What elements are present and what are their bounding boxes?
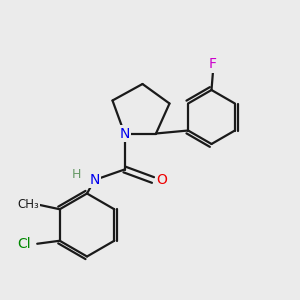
Text: N: N [89, 173, 100, 187]
Text: Cl: Cl [17, 237, 31, 251]
Text: O: O [156, 173, 167, 187]
Text: F: F [209, 58, 217, 71]
Text: CH₃: CH₃ [17, 198, 39, 211]
Text: N: N [119, 127, 130, 140]
Text: H: H [72, 167, 81, 181]
